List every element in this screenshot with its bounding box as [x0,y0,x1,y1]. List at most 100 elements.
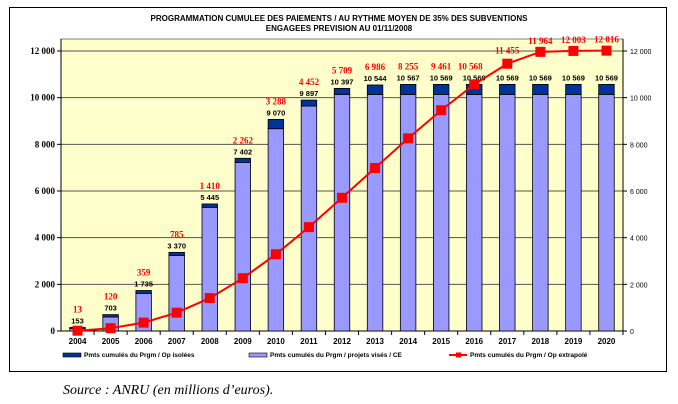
line-value-label: 12 003 [561,35,586,45]
plot-area: 0 0 2 000 2 000 4 000 4 000 6 000 6 000 8 000 8 0… [30,35,651,346]
y-tick-label-right: 0 [630,329,634,336]
x-tick-label: 2013 [366,337,384,346]
bar-projets-vises [234,162,251,332]
line-value-label: 785 [170,229,184,239]
line-marker [436,105,447,116]
bar-op-isolees [598,83,615,95]
line-marker [601,45,612,56]
y-tick-label-right: 10 000 [630,96,652,103]
bar-projets-vises [433,94,450,332]
y-tick-label-left: 6 000 [35,186,56,196]
y-tick-label-right: 6 000 [630,189,648,196]
line-value-label: 2 262 [233,135,254,145]
x-tick-label: 2014 [399,337,417,346]
line-marker [204,293,215,304]
source-caption: Source : ANRU (en millions d’euros). [63,383,274,398]
line-value-label: 6 986 [365,62,386,72]
bar-op-isolees [267,118,285,130]
bar-total-label: 10 569 [463,73,486,82]
x-tick-label: 2009 [234,337,252,346]
bar-op-isolees [499,83,516,95]
x-tick-label: 2020 [598,337,616,346]
line-value-label: 11 455 [495,46,520,56]
line-value-label: 9 461 [431,61,452,71]
x-tick-label: 2015 [432,337,450,346]
y-tick-label-left: 0 [51,326,56,336]
line-value-label: 120 [104,292,118,302]
line-marker [171,307,182,318]
chart-title: PROGRAMMATION CUMULEE DES PAIEMENTS / AU… [151,14,529,23]
y-tick-label-left: 12 000 [30,46,55,56]
bar-total-label: 5 445 [200,193,219,202]
bar-op-isolees [399,84,417,95]
bar-projets-vises [168,254,185,332]
x-tick-label: 2005 [102,337,120,346]
line-marker [469,79,480,90]
line-value-label: 1 410 [200,181,221,191]
bar-total-label: 10 569 [595,73,618,82]
bar-projets-vises [399,94,417,332]
bar-total-label: 703 [104,304,117,313]
bar-total-label: 10 397 [331,77,354,86]
line-value-label: 11 964 [528,36,553,46]
bar-projets-vises [267,128,285,332]
line-value-label: 13 [73,304,83,314]
line-marker [337,192,347,203]
legend-label: Pmts cumulés du Prgm / projets visés / C… [270,352,403,359]
x-tick-label: 2004 [69,337,87,346]
bar-op-isolees [333,88,351,95]
bar-op-isolees [201,203,218,208]
y-tick-label-left: 2 000 [35,279,56,289]
bar-projets-vises [366,94,384,332]
bar-projets-vises [565,94,582,332]
line-marker [105,323,116,334]
x-tick-label: 2012 [333,337,351,346]
bar-projets-vises [532,94,549,332]
bar-projets-vises [333,94,351,332]
x-tick-label: 2010 [267,337,285,346]
bar-op-isolees [366,84,384,95]
bar-total-label: 9 070 [266,108,285,117]
x-tick-label: 2006 [135,337,153,346]
line-marker [502,58,513,69]
line-value-label: 12 016 [594,35,619,45]
line-marker [568,45,579,56]
x-tick-label: 2016 [465,337,483,346]
bar-op-isolees [102,314,119,318]
bar-projets-vises [598,94,615,332]
x-tick-label: 2007 [168,337,186,346]
y-tick-label-right: 12 000 [630,49,652,56]
line-marker [303,222,314,233]
bar-projets-vises [466,94,483,332]
line-value-label: 3 288 [266,96,287,106]
bar-total-label: 10 569 [496,73,519,82]
line-marker [72,325,83,336]
legend-swatch [248,352,268,358]
bar-total-label: 10 544 [364,74,388,83]
y-tick-label-right: 2 000 [630,282,648,289]
y-tick-label-left: 4 000 [35,233,56,243]
bar-total-label: 153 [71,316,84,325]
bar-projets-vises [201,206,218,332]
bar-total-label: 3 370 [167,241,186,250]
x-tick-label: 2017 [498,337,516,346]
chart-subtitle: ENGAGEES PREVISION AU 01/11/2008 [266,24,413,33]
bar-op-isolees [433,83,450,95]
line-marker [403,133,414,144]
x-tick-label: 2008 [201,337,219,346]
y-tick-label-right: 8 000 [630,142,648,149]
line-marker [138,317,149,328]
x-tick-label: 2019 [565,337,583,346]
y-tick-label-left: 8 000 [35,139,56,149]
bar-total-label: 10 569 [430,73,453,82]
bar-total-label: 1 735 [134,280,153,289]
line-marker [535,46,546,57]
bar-op-isolees [300,99,318,107]
line-value-label: 359 [137,268,151,278]
bar-total-label: 7 402 [233,147,252,156]
legend-label: Pmts cumulés du Prgm / Op isolées [84,352,195,359]
bar-total-label: 9 897 [300,89,319,98]
legend-marker [456,352,461,358]
x-tick-label: 2011 [300,337,318,346]
